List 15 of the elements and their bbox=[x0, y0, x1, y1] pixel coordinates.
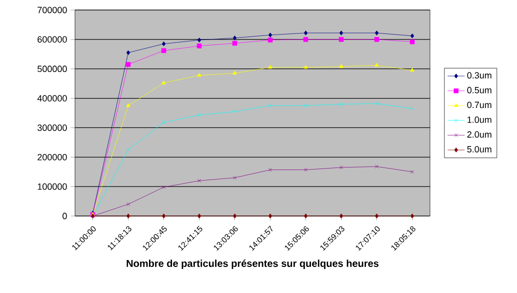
y-tick-label: 700000 bbox=[38, 6, 67, 14]
y-tick-label: 0 bbox=[62, 212, 67, 220]
legend-label: 1.0um bbox=[468, 116, 492, 123]
legend-label: 0.3um bbox=[467, 72, 492, 79]
y-tick-label: 300000 bbox=[38, 124, 67, 131]
legend-label: 2.0um bbox=[467, 131, 492, 138]
legend-label: 5.0um bbox=[467, 146, 492, 152]
y-tick-label: 500000 bbox=[38, 66, 67, 72]
legend-label: 0.5um bbox=[467, 86, 492, 94]
y-tick-label: 600000 bbox=[38, 36, 67, 43]
legend-label: 0.7um bbox=[467, 102, 492, 108]
x-axis-title: Nombre de particules présentes sur quelques heures bbox=[126, 260, 379, 269]
y-tick-label: 400000 bbox=[37, 95, 67, 102]
y-tick-label: 200000 bbox=[38, 154, 67, 160]
y-tick-label: 100000 bbox=[38, 183, 67, 190]
